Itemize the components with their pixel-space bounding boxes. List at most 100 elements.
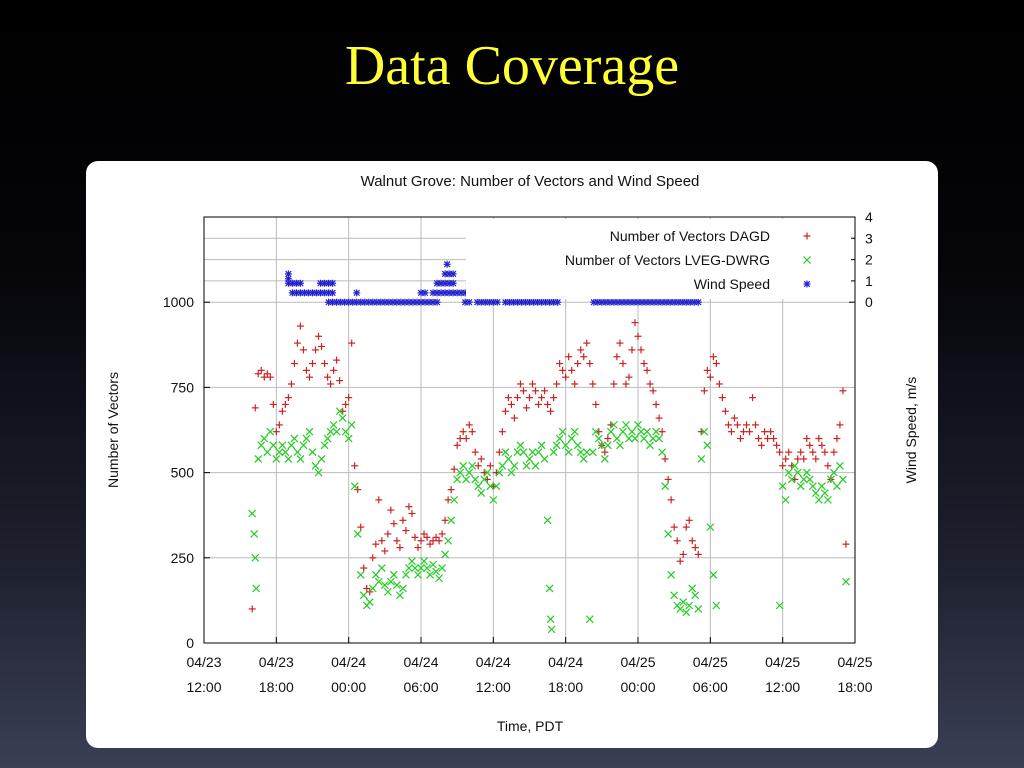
point-lveg (588, 448, 597, 457)
point-dagd (248, 605, 256, 613)
point-dagd (266, 373, 274, 381)
point-dagd (507, 400, 515, 408)
point-lveg (438, 564, 447, 572)
point-dagd (462, 435, 470, 443)
point-lveg (326, 427, 335, 436)
x-tick-label: 04/23 (186, 654, 221, 670)
point-lveg (405, 564, 413, 572)
point-lveg (492, 482, 501, 491)
point-lveg (450, 495, 459, 504)
point-wind (329, 289, 337, 297)
point-dagd (429, 537, 437, 545)
point-dagd (299, 346, 307, 354)
point-dagd (324, 373, 332, 381)
point-dagd (589, 380, 597, 388)
x-tick-label: 18:00 (259, 679, 294, 695)
point-lveg (465, 468, 474, 477)
point-dagd (333, 356, 341, 364)
point-dagd (486, 462, 494, 470)
point-lveg (320, 441, 329, 450)
point-lveg (784, 468, 793, 477)
point-dagd (441, 516, 449, 524)
point-lveg (619, 427, 627, 436)
point-lveg (664, 530, 673, 538)
point-lveg (531, 461, 540, 470)
point-dagd (830, 448, 838, 456)
point-dagd (709, 353, 717, 361)
point-dagd (700, 387, 708, 395)
point-dagd (390, 520, 398, 528)
y-tick-label: 1000 (163, 294, 194, 310)
point-dagd (547, 407, 555, 415)
point-lveg (398, 584, 407, 593)
point-dagd (782, 455, 790, 463)
point-dagd (363, 584, 371, 592)
point-dagd (387, 506, 395, 514)
point-dagd (318, 343, 326, 351)
point-lveg (278, 441, 287, 450)
point-lveg (811, 489, 820, 497)
point-lveg (281, 448, 290, 457)
point-dagd (302, 366, 310, 374)
point-dagd (562, 373, 570, 381)
point-dagd (321, 360, 329, 368)
point-dagd (758, 441, 766, 449)
point-dagd (296, 322, 304, 330)
point-lveg (269, 441, 278, 450)
point-lveg (561, 441, 570, 450)
point-lveg (510, 461, 519, 470)
point-lveg (314, 468, 323, 477)
point-wind (443, 260, 451, 268)
point-dagd (411, 533, 419, 541)
point-dagd (746, 428, 754, 436)
point-dagd (535, 400, 543, 408)
legend-label: Wind Speed (694, 276, 770, 292)
point-lveg (432, 567, 440, 576)
point-dagd (272, 428, 280, 436)
legend-label: Number of Vectors DAGD (610, 228, 770, 244)
point-lveg (594, 434, 603, 443)
data-points (248, 251, 850, 634)
point-dagd (516, 380, 524, 388)
point-wind (421, 289, 429, 297)
point-dagd (456, 435, 464, 443)
point-dagd (501, 407, 509, 415)
point-lveg (338, 414, 347, 422)
point-dagd (438, 530, 446, 538)
point-lveg (429, 560, 437, 569)
point-lveg (549, 448, 558, 457)
point-lveg (519, 448, 528, 457)
point-dagd (812, 455, 820, 463)
y-tick-label: 250 (171, 550, 195, 566)
point-lveg (712, 601, 721, 610)
point-dagd (655, 414, 663, 422)
point-lveg (423, 564, 431, 572)
point-dagd (522, 404, 530, 412)
point-dagd (420, 530, 428, 538)
point-lveg (567, 434, 576, 443)
point-dagd (743, 421, 750, 429)
point-dagd (556, 360, 564, 368)
point-lveg (374, 577, 383, 586)
point-dagd (526, 394, 533, 402)
point-dagd (809, 448, 817, 456)
point-lveg (305, 427, 314, 436)
point-dagd (260, 373, 268, 381)
point-dagd (342, 400, 350, 408)
point-wind (329, 279, 337, 287)
point-dagd (315, 332, 323, 340)
point-lveg (688, 584, 697, 593)
point-lveg (356, 570, 365, 579)
point-dagd (682, 523, 690, 531)
point-lveg (483, 468, 492, 477)
point-dagd (504, 394, 512, 402)
point-dagd (673, 537, 681, 545)
point-lveg (534, 448, 543, 457)
point-dagd (269, 400, 277, 408)
x-tick-label: 04/24 (331, 654, 366, 670)
point-dagd (646, 380, 654, 388)
point-lveg (826, 475, 835, 484)
x-tick-label: 06:00 (403, 679, 438, 695)
point-dagd (625, 373, 633, 381)
point-lveg (796, 482, 805, 491)
